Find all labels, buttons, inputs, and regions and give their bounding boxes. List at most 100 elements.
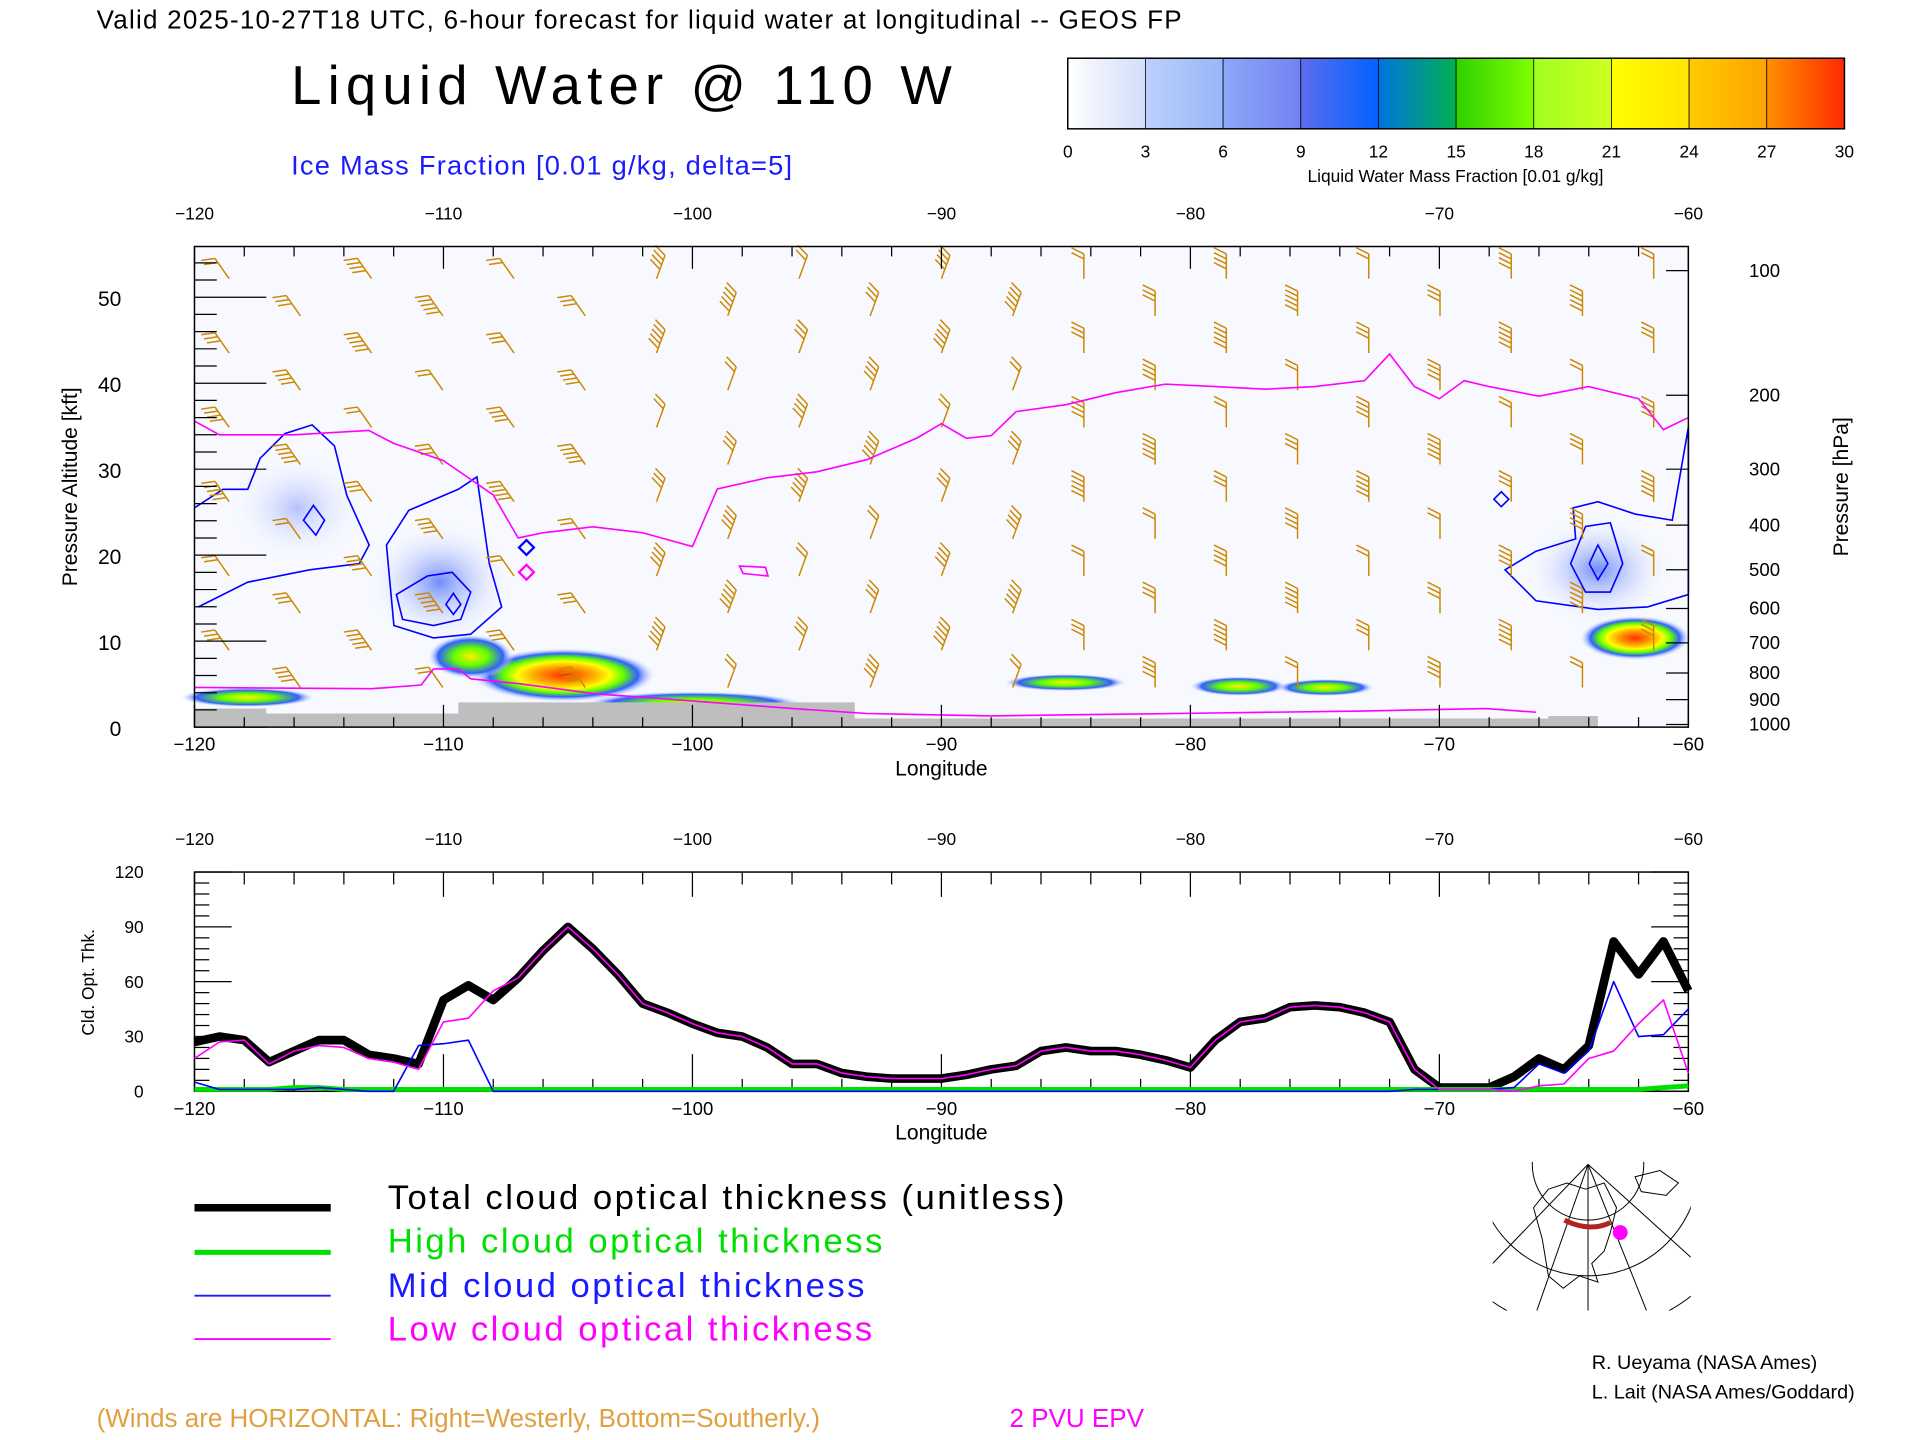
wind-barb (724, 653, 737, 688)
colorbar-tick-label: 24 (1679, 141, 1699, 161)
wind-barb (486, 480, 515, 503)
pressure-tick-label: 1000 (1749, 714, 1790, 735)
liquid-water-blob (179, 687, 316, 708)
liquid-water-blob (1579, 615, 1691, 661)
upper-panel: −120 −120 −110 −110 −100 −100 −90 −90 −80 −80 −70 −… (59, 203, 1853, 780)
upper-x-tick-label: −60 (1673, 734, 1705, 755)
upper-right-axis-label: Pressure [hPa] (1830, 417, 1853, 556)
wind-barb (651, 467, 666, 502)
wind-barb (486, 554, 515, 577)
lower-x-tick-label: −110 (423, 1098, 463, 1119)
credit-line-1: R. Ueyama (NASA Ames) (1592, 1352, 1818, 1374)
lower-top-tick-label: −60 (1674, 829, 1703, 849)
upper-top-tick-label: −80 (1176, 203, 1205, 223)
colorbar-segment (1378, 57, 1457, 130)
lower-top-tick-label: −100 (673, 829, 712, 849)
wind-barb (272, 517, 301, 540)
legend-label-mid: Mid cloud optical thickness (388, 1267, 867, 1305)
wind-barb (486, 257, 515, 280)
upper-axes: −120 −120 −110 −110 −100 −100 −90 −90 −80 −80 −70 −… (98, 203, 1790, 754)
wind-barb (1569, 655, 1584, 688)
wind-barb (201, 406, 230, 428)
map-location-marker (1612, 1225, 1628, 1240)
lower-top-tick-label: −120 (175, 829, 214, 849)
upper-x-tick-label: −100 (672, 734, 714, 755)
wind-barb (1569, 284, 1584, 316)
pressure-tick-label: 900 (1749, 689, 1780, 710)
credit-line-2: L. Lait (NASA Ames/Goddard) (1592, 1382, 1855, 1404)
wind-barb (343, 629, 373, 651)
wind-barb (1009, 356, 1022, 391)
ice-contour (302, 504, 326, 537)
ice-contour (1492, 490, 1510, 508)
wind-barb (861, 430, 880, 465)
wind-barb (1284, 284, 1299, 316)
wind-barb (343, 257, 373, 280)
ice-contour (385, 475, 503, 639)
lower-y-axis-label: Cld. Opt. Thk. (78, 929, 98, 1036)
wind-barb (1569, 432, 1584, 465)
wind-barb (1284, 507, 1299, 539)
wind-barb (1427, 655, 1441, 688)
colorbar: 0 3 6 9 12 15 18 21 24 27 30 (1063, 57, 1854, 161)
wind-barb (1498, 618, 1512, 651)
wind-barb (1498, 395, 1512, 428)
lower-y-tick-label: 60 (124, 972, 143, 992)
pressure-tick-label: 400 (1749, 514, 1780, 535)
colorbar-segment (1222, 57, 1302, 130)
wind-barb (557, 294, 586, 317)
upper-top-tick-label: −90 (927, 203, 956, 223)
wind-barb (653, 393, 666, 428)
colorbar-segment (1688, 57, 1768, 130)
lower-top-tick-label: −90 (927, 829, 956, 849)
wind-barb (1356, 321, 1370, 354)
wind-barb (272, 443, 301, 465)
upper-y-tick-label: 0 (110, 718, 122, 741)
wind-barb (272, 369, 301, 391)
wind-barb (649, 542, 666, 577)
upper-plot-background (194, 246, 1689, 728)
wind-barb (719, 282, 737, 317)
lower-x-tick-label: −90 (926, 1098, 958, 1119)
lower-axes: −120 −120 −110 −110 −100 −100 −90 −90 −80 −80 −70 −… (115, 829, 1704, 1119)
wind-barb (1356, 247, 1370, 279)
wind-barb (201, 554, 230, 577)
wind-barb (343, 332, 373, 354)
upper-top-tick-label: −100 (673, 203, 712, 223)
liquid-water-blob (470, 647, 657, 703)
upper-x-axis-label: Longitude (895, 757, 987, 780)
wind-barb (1213, 395, 1228, 428)
liquid-water-blob (1189, 676, 1289, 697)
wind-barb (1213, 321, 1228, 354)
colorbar-label: Liquid Water Mass Fraction [0.01 g/kg] (1307, 166, 1603, 186)
wind-barb (272, 666, 301, 688)
epv-2pvu-line (194, 352, 1689, 548)
ice-contours (194, 423, 1690, 639)
ice-subtitle: Ice Mass Fraction [0.01 g/kg, delta=5] (291, 150, 793, 181)
wind-barb (1640, 321, 1655, 354)
wind-barb (557, 443, 586, 465)
figure-title: Valid 2025-10-27T18 UTC, 6-hour forecast… (97, 4, 1183, 34)
wind-barb (486, 629, 515, 651)
upper-x-tick-label: −110 (423, 734, 463, 755)
upper-y-tick-label: 40 (98, 374, 121, 397)
pressure-tick-label: 700 (1749, 632, 1780, 653)
wind-barb (1498, 321, 1512, 354)
liquid-water-blob (1275, 678, 1375, 697)
wind-barb (1071, 470, 1085, 502)
upper-y-axis-label: Pressure Altitude [kft] (59, 387, 82, 586)
wind-barb (1498, 470, 1512, 502)
wind-barb (722, 430, 737, 465)
colorbar-tick-label: 30 (1835, 141, 1854, 161)
wind-barb (414, 517, 444, 540)
wind-barb (1640, 618, 1655, 651)
wind-barb (1213, 618, 1228, 651)
lower-x-axis-label: Longitude (895, 1122, 987, 1145)
legend-label-high: High cloud optical thickness (388, 1222, 885, 1260)
lower-y-tick-label: 30 (124, 1027, 143, 1047)
wind-barb (414, 369, 444, 391)
wind-barb (1007, 430, 1022, 465)
epv-contour (517, 563, 536, 582)
wind-barb (719, 579, 737, 614)
